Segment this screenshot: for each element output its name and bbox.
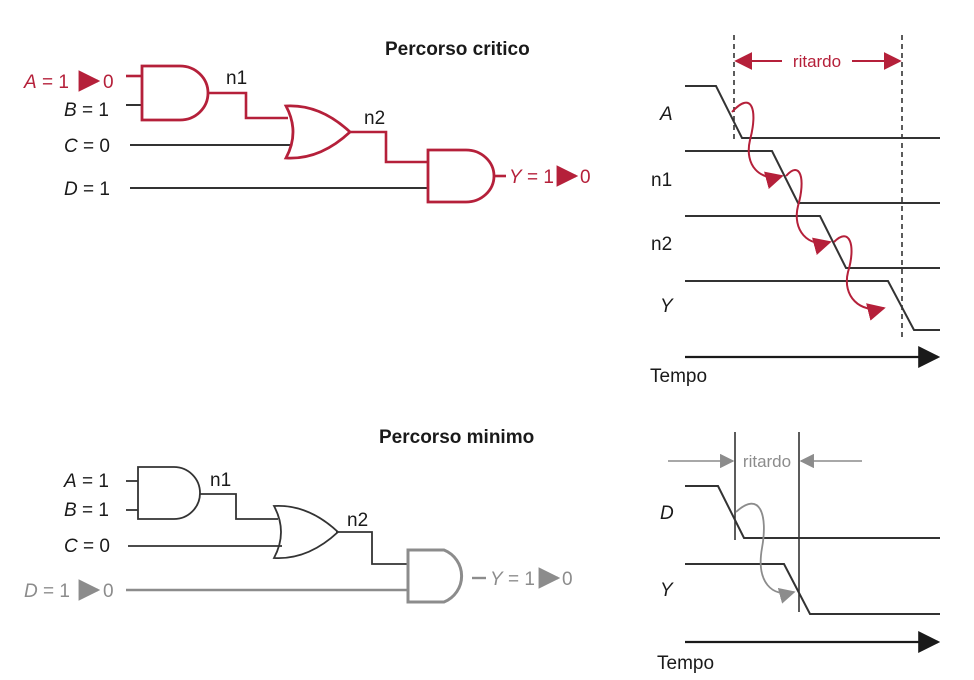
- short-waveforms: [685, 485, 940, 615]
- critical-output-transition-target: 0: [580, 167, 591, 188]
- short-time-label: Tempo: [657, 653, 714, 674]
- short-path-title: Percorso minimo: [379, 427, 534, 448]
- short-waveform-d: [685, 485, 940, 539]
- critical-signal-label-n1: n1: [651, 170, 672, 191]
- critical-cause-arrow-2: [785, 169, 832, 255]
- critical-path-title: Percorso critico: [385, 39, 530, 60]
- short-node-n1-label: n1: [210, 470, 231, 491]
- critical-waveforms: [685, 85, 940, 331]
- critical-and-gate-1: [140, 64, 210, 122]
- critical-waveform-n2: [685, 215, 940, 269]
- short-signal-label-d: D: [660, 503, 674, 524]
- critical-signal-label-a: A: [659, 104, 673, 125]
- short-input-b-label: B = 1: [64, 500, 109, 521]
- short-wire-n2: [336, 531, 408, 565]
- critical-causality-arrows: [731, 101, 886, 321]
- short-delay-label: ritardo: [743, 452, 791, 471]
- short-and-gate-1: [137, 466, 201, 520]
- critical-waveform-n1: [685, 150, 940, 204]
- short-signal-label-y: Y: [660, 580, 674, 601]
- short-input-c-label: C = 0: [64, 536, 110, 557]
- short-waveform-y: [685, 563, 940, 615]
- critical-time-label: Tempo: [650, 366, 707, 387]
- critical-wire-n2: [348, 130, 428, 164]
- critical-signal-label-y: Y: [660, 296, 674, 317]
- critical-or-gate: [283, 104, 353, 160]
- critical-output-label: Y = 1: [509, 167, 554, 188]
- critical-delay-label: ritardo: [793, 52, 841, 71]
- critical-waveform-y: [685, 280, 940, 331]
- critical-signal-label-n2: n2: [651, 234, 672, 255]
- critical-input-a-label: A = 1: [23, 72, 69, 93]
- critical-input-b-label: B = 1: [64, 100, 109, 121]
- critical-wire-n1: [208, 91, 288, 120]
- critical-node-n1-label: n1: [226, 68, 247, 89]
- short-output-label: Y = 1: [490, 569, 535, 590]
- short-d-transition-target: 0: [103, 581, 114, 602]
- critical-waveform-a: [685, 85, 940, 139]
- short-or-gate: [272, 505, 340, 559]
- critical-and-gate-2: [426, 148, 496, 204]
- short-wires: [126, 480, 486, 592]
- critical-a-transition-target: 0: [103, 72, 114, 93]
- short-input-d-label: D = 1: [24, 581, 70, 602]
- short-wire-n1: [200, 493, 278, 520]
- critical-node-n2-label: n2: [364, 108, 385, 129]
- critical-input-c-label: C = 0: [64, 136, 110, 157]
- critical-cause-arrow-1: [731, 101, 784, 189]
- short-and-gate-2: [406, 548, 464, 604]
- short-cause-arrow: [735, 502, 796, 604]
- critical-input-d-label: D = 1: [64, 179, 110, 200]
- short-input-a-label: A = 1: [63, 471, 109, 492]
- critical-cause-arrow-3: [833, 235, 886, 321]
- critical-wires: [126, 74, 506, 189]
- short-node-n2-label: n2: [347, 510, 368, 531]
- short-output-transition-target: 0: [562, 569, 573, 590]
